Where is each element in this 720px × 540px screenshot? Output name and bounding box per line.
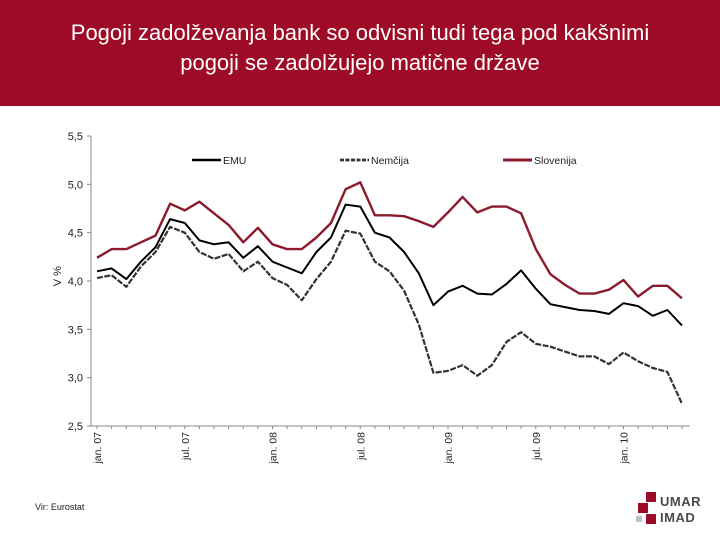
- x-tick-label: jan. 10: [619, 432, 631, 465]
- legend-label: EMU: [223, 155, 246, 167]
- legend-label: Nemčija: [371, 155, 409, 167]
- logo-line1: UMAR: [660, 494, 701, 509]
- umar-imad-logo: UMAR IMAD: [636, 490, 720, 530]
- x-tick-label: jul. 08: [355, 432, 367, 461]
- y-tick-label: 2,5: [68, 421, 83, 433]
- y-tick-label: 3,0: [68, 373, 83, 385]
- chart-series: [96, 181, 684, 405]
- y-tick-label: 5,5: [68, 131, 83, 143]
- y-axis-label: V %: [52, 266, 64, 286]
- x-tick-label: jul. 07: [180, 432, 192, 461]
- series-line-emu: [96, 203, 683, 327]
- x-tick-label: jul. 09: [531, 432, 543, 461]
- y-tick-label: 4,0: [68, 276, 83, 288]
- y-tick-label: 4,5: [68, 228, 83, 240]
- x-tick-label: jan. 08: [268, 432, 280, 465]
- chart-legend: EMU Nemčija Slovenija: [192, 155, 577, 167]
- source-note: Vir: Eurostat: [35, 502, 85, 512]
- y-tick-label: 3,5: [68, 324, 83, 336]
- title-band: Pogoji zadolževanja bank so odvisni tudi…: [0, 0, 720, 106]
- logo-mark-icon: [636, 492, 656, 524]
- series-line-nemčija: [96, 225, 684, 405]
- y-tick-label: 5,0: [68, 179, 83, 191]
- series-line-slovenija: [96, 181, 683, 300]
- x-tick-label: jan. 09: [443, 432, 455, 465]
- line-chart: 2,5 3,0 3,5 4,0 4,5 5,0 5,5 V % jan. 07 jul. 07 ja…: [52, 131, 690, 465]
- legend-label: Slovenija: [534, 155, 577, 167]
- page-title: Pogoji zadolževanja bank so odvisni tudi…: [70, 20, 650, 75]
- x-tick-label: jan. 07: [92, 432, 104, 465]
- logo-line2: IMAD: [660, 510, 696, 525]
- chart-axes: 2,5 3,0 3,5 4,0 4,5 5,0 5,5 V % jan. 07 jul. 07 ja…: [52, 131, 690, 465]
